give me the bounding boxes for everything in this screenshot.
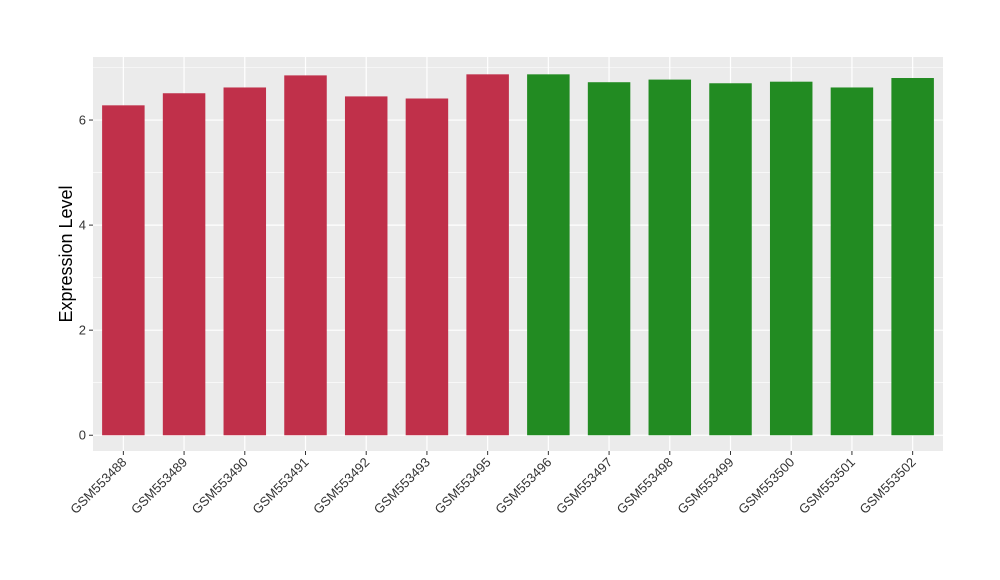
x-tick-label: GSM553500 bbox=[735, 455, 797, 517]
bar-GSM553491 bbox=[284, 75, 327, 436]
bar-GSM553498 bbox=[648, 79, 692, 436]
x-tick-label: GSM553491 bbox=[249, 455, 311, 517]
y-tick-label: 2 bbox=[79, 323, 86, 338]
bar-GSM553490 bbox=[223, 87, 267, 436]
x-tick-label: GSM553489 bbox=[128, 455, 190, 517]
x-tick-label: GSM553496 bbox=[492, 455, 554, 517]
x-tick-label: GSM553498 bbox=[614, 455, 676, 517]
y-axis-title: Expression Level bbox=[56, 185, 76, 322]
y-tick-label: 4 bbox=[79, 218, 86, 233]
bar-GSM553501 bbox=[830, 87, 874, 436]
x-tick-label: GSM553499 bbox=[674, 455, 736, 517]
plot-panel bbox=[93, 57, 943, 451]
y-axis: 0 2 4 6 bbox=[79, 113, 93, 443]
bar-GSM553488 bbox=[102, 105, 145, 436]
bar-GSM553495 bbox=[466, 74, 509, 436]
x-tick-label: GSM553493 bbox=[371, 455, 433, 517]
y-tick-label: 0 bbox=[79, 428, 86, 443]
x-tick-label: GSM553492 bbox=[310, 455, 372, 517]
bar-GSM553497 bbox=[587, 82, 631, 436]
bar-GSM553492 bbox=[344, 96, 388, 436]
bars bbox=[102, 74, 934, 436]
x-tick-label: GSM553497 bbox=[553, 455, 615, 517]
bar-GSM553489 bbox=[162, 93, 206, 436]
x-tick-label: GSM553501 bbox=[796, 455, 858, 517]
bar-GSM553502 bbox=[891, 78, 934, 436]
x-tick-label: GSM553502 bbox=[857, 455, 919, 517]
x-tick-label: GSM553488 bbox=[67, 455, 129, 517]
x-axis: GSM553488GSM553489GSM553490GSM553491GSM5… bbox=[67, 451, 919, 517]
bar-GSM553500 bbox=[769, 81, 813, 436]
bar-GSM553496 bbox=[527, 74, 570, 436]
x-tick-label: GSM553495 bbox=[432, 455, 494, 517]
bar-GSM553493 bbox=[405, 98, 449, 436]
x-tick-label: GSM553490 bbox=[189, 455, 251, 517]
bar-GSM553499 bbox=[709, 83, 752, 436]
y-tick-label: 6 bbox=[79, 113, 86, 128]
